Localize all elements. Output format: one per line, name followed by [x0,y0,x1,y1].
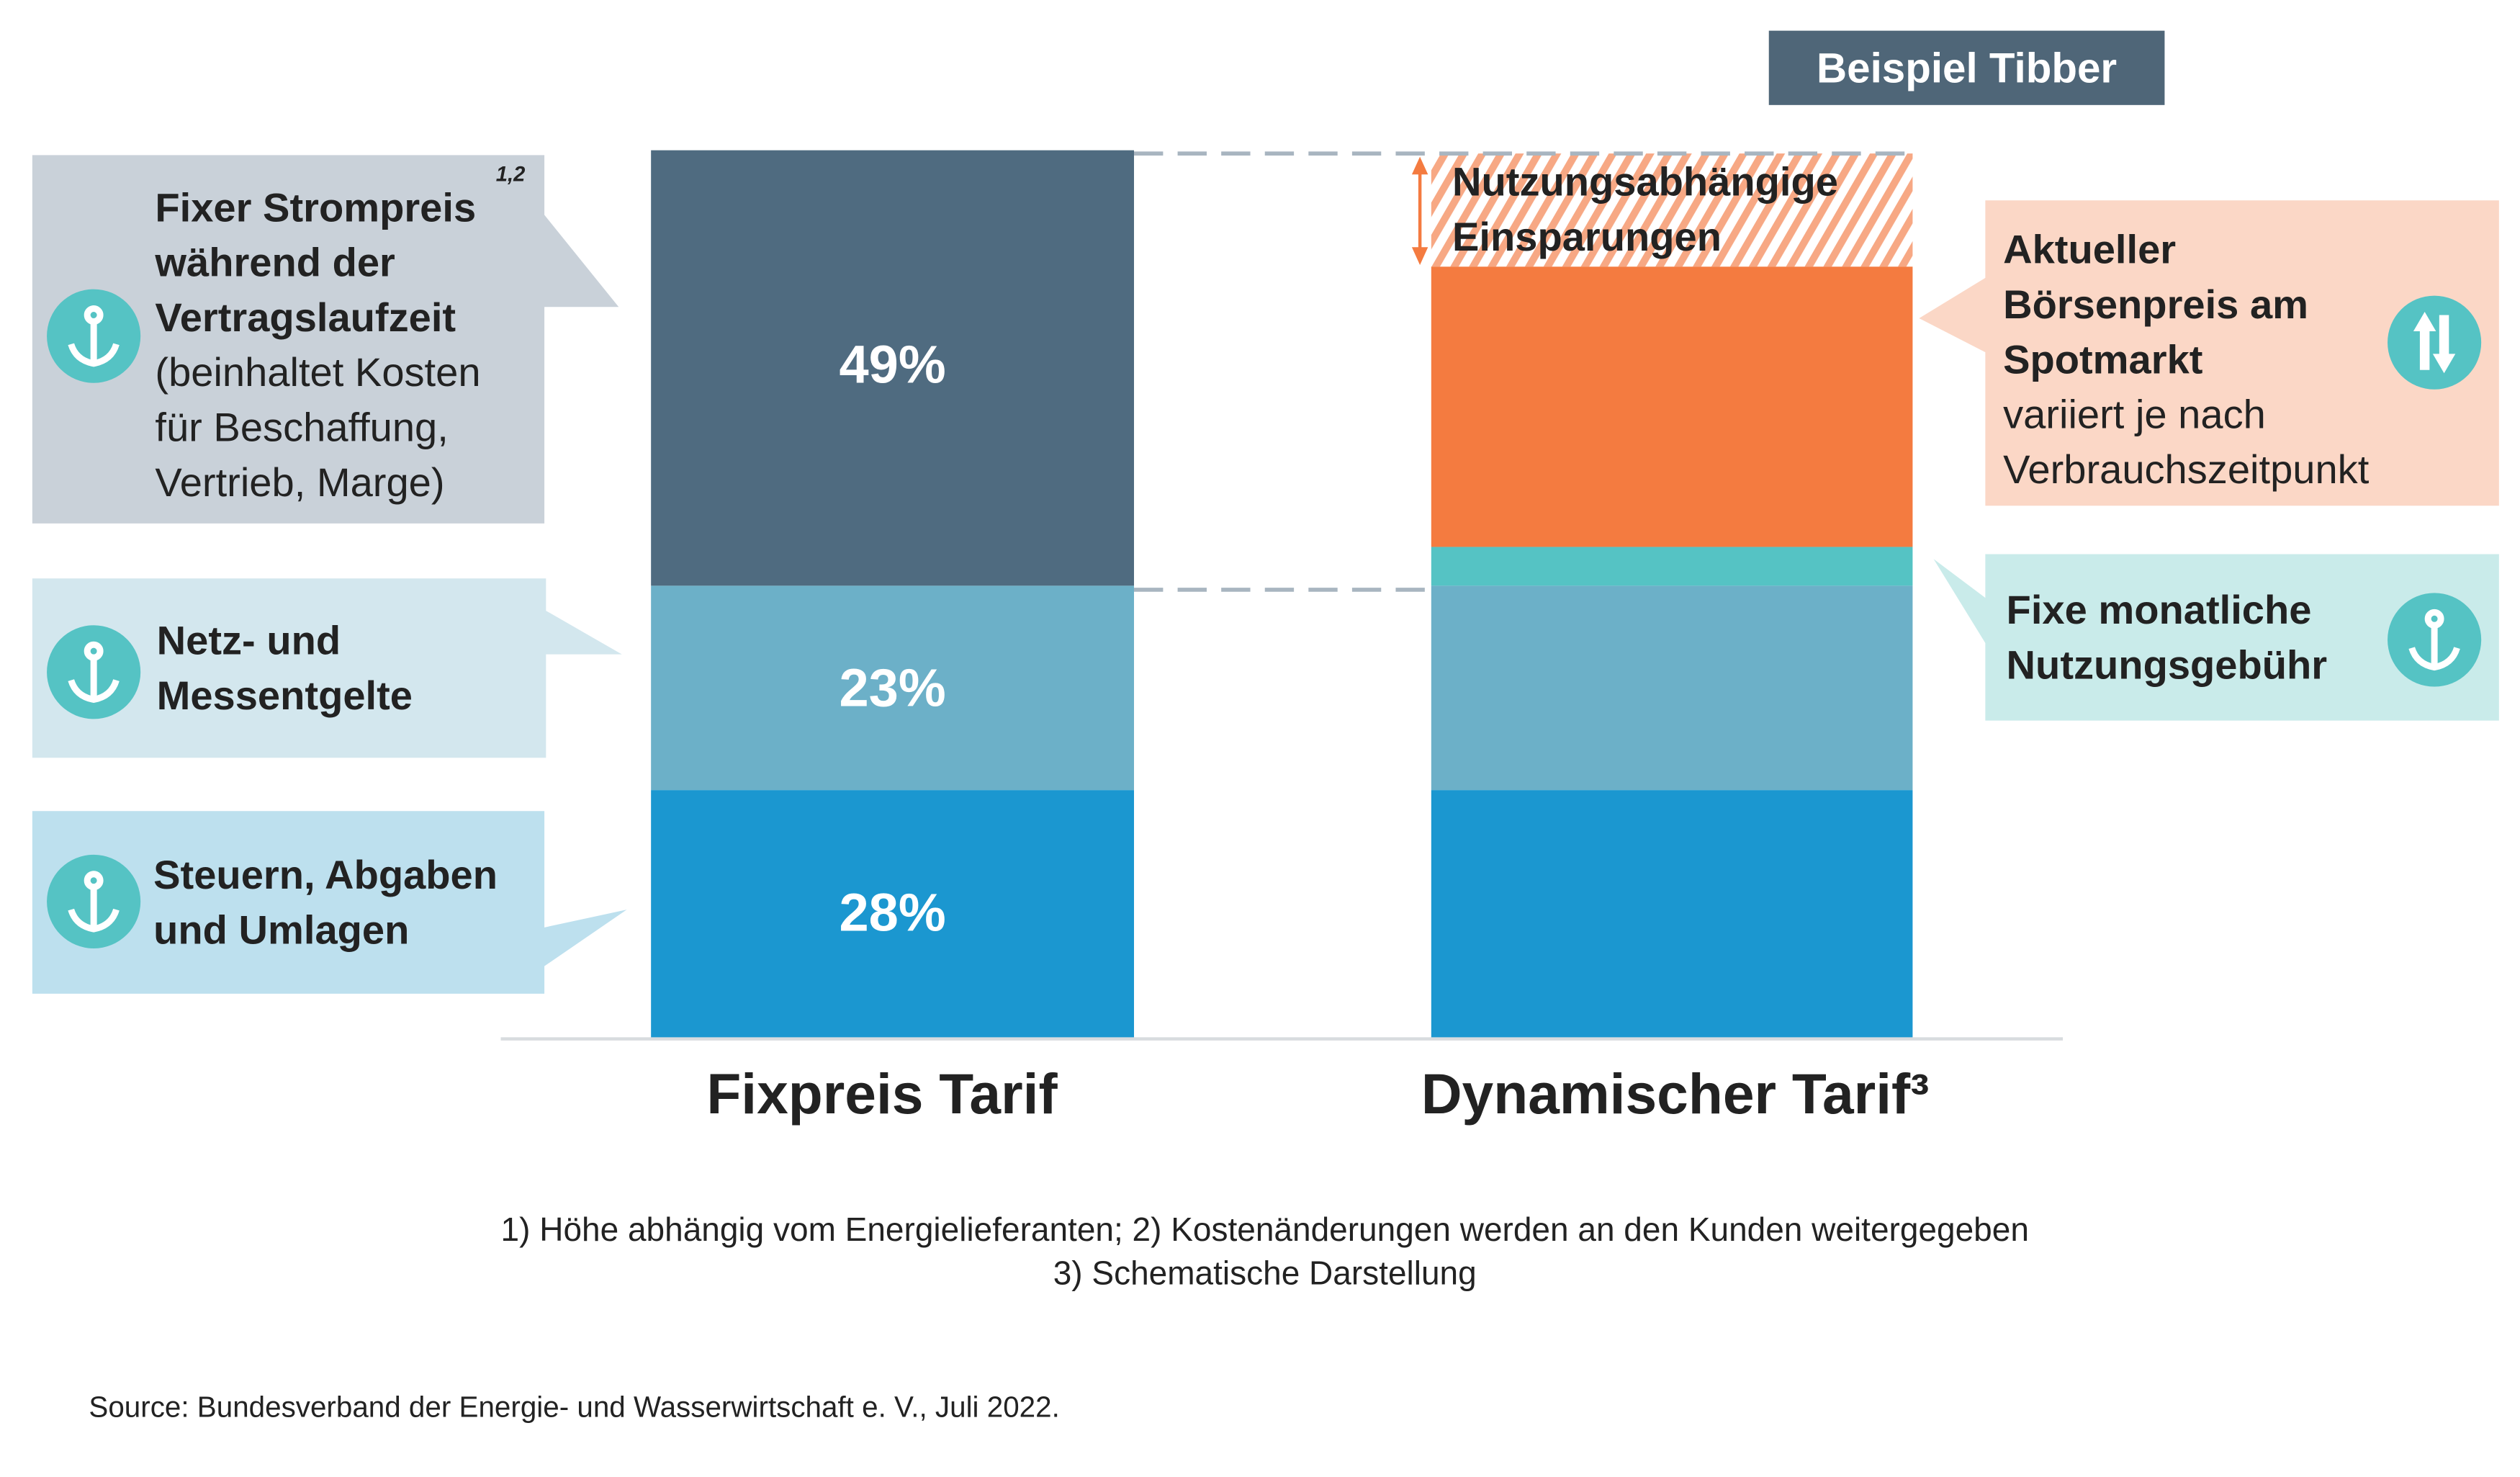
callout-text: Fixer Strompreis [155,186,477,231]
bar-dynamic-spot [1431,266,1913,547]
bar-dynamic-network [1431,585,1913,791]
callout-taxes-shape [32,811,627,994]
callout-text: Einsparungen [1452,215,1722,261]
up-down-arrows-icon [2388,295,2482,390]
bar-label-network: 23% [839,657,946,718]
callout-text: Fixe monatliche [2006,588,2312,634]
anchor-icon [47,289,141,383]
bar-label-taxes: 28% [839,882,946,943]
bar-dynamic-taxes [1431,790,1913,1039]
double-arrow-icon [1411,156,1428,265]
x-tick-label-dynamic: Dynamischer Tarif³ [1421,1063,1930,1126]
callout-text: und Umlagen [153,907,410,953]
callout-text: Vertragslaufzeit [155,295,456,341]
callout-text: Nutzungsabhängige [1452,160,1838,205]
callout-text: Aktueller [2003,228,2177,274]
callout-network: Netz- und Messentgelte [157,614,413,724]
footnote-superscript: 1,2 [495,161,526,187]
callout-fixed-price-shape [32,155,619,524]
callout-text: Nutzungsgebühr [2006,642,2328,688]
x-tick-label-fixed: Fixpreis Tarif [706,1063,1058,1126]
bar-fixed-price [651,150,1135,586]
callout-text: Börsenpreis am [2003,282,2309,328]
callout-text: für Beschaffung, [155,405,449,451]
example-tibber-label: Beispiel Tibber [1768,30,2165,105]
callout-savings: Nutzungsabhängige Einsparungen [1452,155,1838,265]
callout-text: (beinhaltet Kosten [155,350,481,396]
callout-text: Netz- und [156,619,341,665]
footnote-1: 1) Höhe abhängig vom Energielieferanten;… [500,1211,2029,1249]
callout-text: Steuern, Abgaben [153,853,498,899]
bar-dynamic-savings [1431,153,1913,267]
anchor-icon [2388,593,2482,687]
bar-label-fixed-price: 49% [839,334,946,395]
anchor-icon [47,854,141,948]
callout-network-shape [32,578,622,758]
callout-fee: Fixe monatliche Nutzungsgebühr [2007,583,2328,693]
callout-text: Verbrauchszeitpunkt [2003,447,2370,493]
callout-text: Messentgelte [156,673,413,719]
bar-taxes [651,790,1135,1039]
callout-spot: Aktueller Börsenpreis am Spotmarkt varii… [2003,223,2369,498]
callout-text: Vertrieb, Marge) [155,460,445,506]
callout-taxes: Steuern, Abgaben und Umlagen [153,848,498,959]
bar-network [651,585,1135,791]
footnote-2: 3) Schematische Darstellung [1053,1255,1477,1293]
bar-dynamic-fee [1431,547,1913,586]
callout-text: variiert je nach [2003,392,2266,439]
callout-text: während der [155,241,395,287]
callout-fee-shape [1933,554,2499,721]
callout-spot-shape [1919,200,2499,506]
callout-fixed-price: Fixer Strompreis während der Vertragslau… [155,181,480,511]
callout-text: Spotmarkt [2003,337,2203,383]
source-note: Source: Bundesverband der Energie- und W… [89,1391,1060,1424]
anchor-icon [47,625,141,719]
